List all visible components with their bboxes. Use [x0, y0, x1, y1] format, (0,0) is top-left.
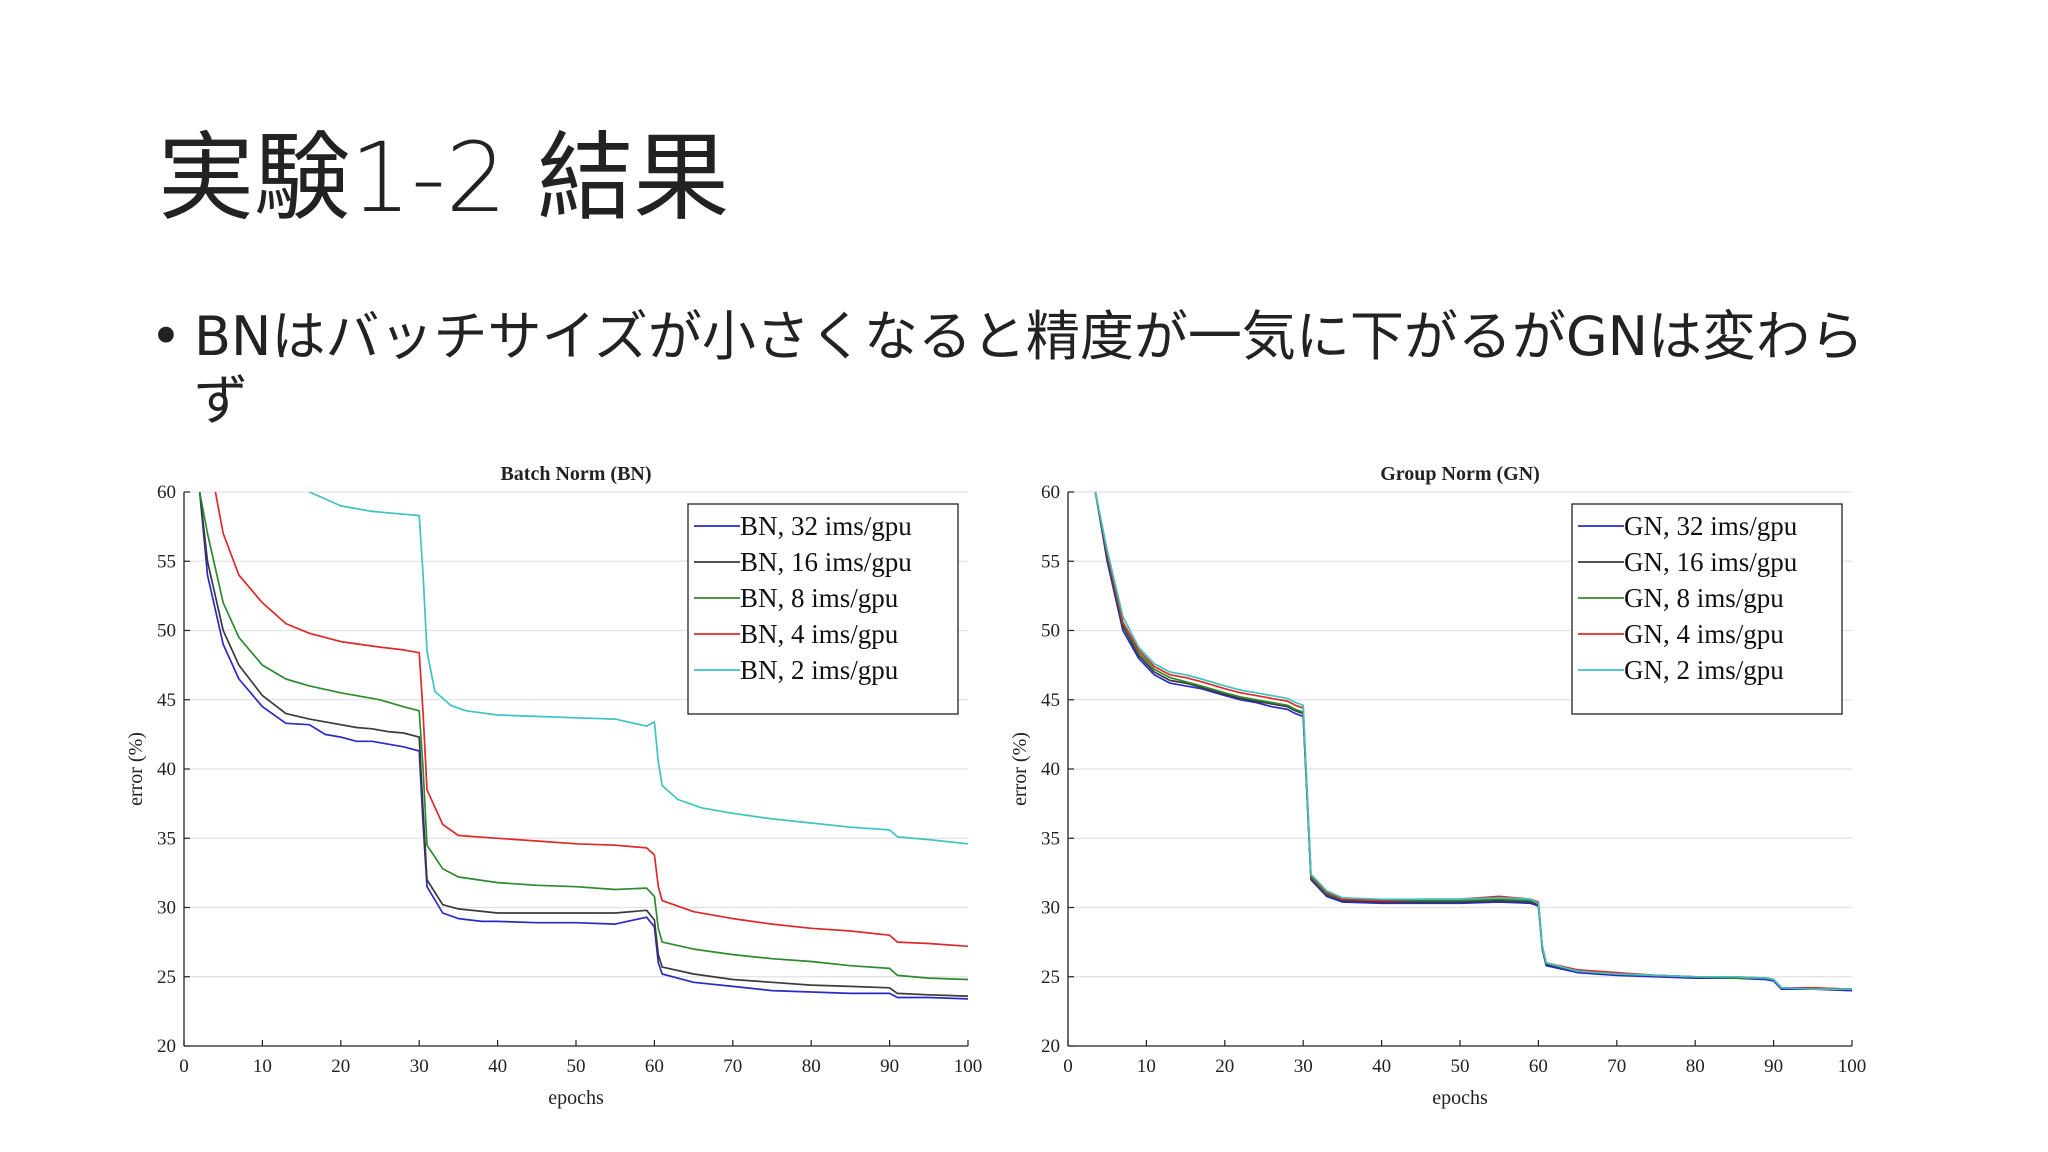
bn-ytick-label-45: 45: [157, 690, 176, 711]
gn-ytick-label-40: 40: [1041, 759, 1060, 780]
gn-series-gn-32-ims-gpu: [1094, 492, 1852, 992]
bn-series-bn-2-ims-gpu: [309, 492, 968, 845]
bn-legend-label-bn-16-ims-gpu: BN, 16 ims/gpu: [740, 547, 912, 577]
bn-legend-label-bn-8-ims-gpu: BN, 8 ims/gpu: [740, 583, 899, 613]
gn-y-axis-label: error (%): [1009, 732, 1031, 806]
gn-legend-label-gn-16-ims-gpu: GN, 16 ims/gpu: [1624, 547, 1798, 577]
gn-legend-box: [1571, 503, 1843, 715]
bn-ytick-label-55: 55: [157, 551, 176, 572]
gn-xtick-label-90: 90: [1764, 1056, 1783, 1077]
bn-legend: BN, 32 ims/gpu BN, 16 ims/gpu BN, 8 ims/gp…: [687, 503, 959, 715]
bn-chart-title: Batch Norm (BN): [500, 463, 651, 485]
bn-xtick-label-50: 50: [567, 1056, 586, 1077]
bn-xtick-label-10: 10: [253, 1056, 272, 1077]
gn-legend-label-gn-32-ims-gpu: GN, 32 ims/gpu: [1624, 511, 1798, 541]
bn-xtick-label-30: 30: [410, 1056, 429, 1077]
bn-legend-label-bn-4-ims-gpu: BN, 4 ims/gpu: [740, 619, 899, 649]
gn-xtick-label-100: 100: [1838, 1056, 1867, 1077]
bn-xtick-label-90: 90: [880, 1056, 899, 1077]
batch-norm-chart: Batch Norm (BN) 20 25 30 35 40 45 50 55 60 0 10 20 30…: [125, 463, 983, 1109]
group-norm-chart: Group Norm (GN) 20 25 30 35 40 45 50 55 60 0 10 20 30…: [1009, 463, 1867, 1109]
gn-ytick-label-45: 45: [1041, 690, 1060, 711]
gn-legend-label-gn-8-ims-gpu: GN, 8 ims/gpu: [1624, 583, 1784, 613]
bn-xtick-label-80: 80: [802, 1056, 821, 1077]
gn-ytick-label-60: 60: [1041, 482, 1060, 503]
gn-ytick-label-55: 55: [1041, 551, 1060, 572]
gn-legend-label-gn-4-ims-gpu: GN, 4 ims/gpu: [1624, 619, 1784, 649]
bn-y-axis-label: error (%): [125, 732, 147, 806]
gn-ytick-label-50: 50: [1041, 621, 1060, 642]
bn-ytick-label-40: 40: [157, 759, 176, 780]
bn-ytick-label-20: 20: [157, 1036, 176, 1057]
bn-legend-label-bn-32-ims-gpu: BN, 32 ims/gpu: [740, 511, 912, 541]
bn-x-axis-label: epochs: [548, 1087, 604, 1109]
bn-xtick-label-0: 0: [179, 1056, 189, 1077]
gn-ytick-label-30: 30: [1041, 898, 1060, 919]
gn-xtick-label-70: 70: [1607, 1056, 1626, 1077]
gn-xtick-label-0: 0: [1063, 1056, 1073, 1077]
bn-xtick-label-70: 70: [723, 1056, 742, 1077]
gn-xtick-label-80: 80: [1686, 1056, 1705, 1077]
bn-xtick-label-100: 100: [954, 1056, 983, 1077]
bullet-text: BNはバッチサイズが小さくなると精度が一気に下がるがGNは変わらず: [194, 305, 1865, 432]
bn-xtick-label-60: 60: [645, 1056, 664, 1077]
gn-ytick-label-25: 25: [1041, 967, 1060, 988]
bullet-dot: •: [150, 305, 182, 368]
bn-xtick-label-40: 40: [488, 1056, 507, 1077]
gn-xtick-label-40: 40: [1372, 1056, 1391, 1077]
gn-xtick-label-20: 20: [1215, 1056, 1234, 1077]
gn-ytick-label-20: 20: [1041, 1036, 1060, 1057]
bn-ytick-label-25: 25: [157, 967, 176, 988]
gn-chart-title: Group Norm (GN): [1380, 463, 1540, 485]
bn-legend-label-bn-2-ims-gpu: BN, 2 ims/gpu: [740, 655, 899, 685]
gn-x-axis-label: epochs: [1432, 1087, 1488, 1109]
gn-series-group: [1094, 492, 1852, 992]
bn-series-bn-32-ims-gpu: [198, 492, 968, 1000]
gn-legend: GN, 32 ims/gpu GN, 16 ims/gpu GN, 8 ims/gp…: [1571, 503, 1843, 715]
gn-xtick-label-60: 60: [1529, 1056, 1548, 1077]
slide-title: 実験1-2 結果: [158, 122, 730, 234]
bn-ytick-label-30: 30: [157, 898, 176, 919]
bn-series-bn-16-ims-gpu: [198, 492, 968, 997]
bn-xtick-label-20: 20: [331, 1056, 350, 1077]
bn-ytick-label-35: 35: [157, 828, 176, 849]
bn-ytick-label-50: 50: [157, 621, 176, 642]
bn-series-bn-8-ims-gpu: [198, 492, 968, 981]
gn-xtick-label-10: 10: [1137, 1056, 1156, 1077]
bn-series-group: [198, 492, 968, 1000]
bn-ytick-label-60: 60: [157, 482, 176, 503]
bn-series-bn-4-ims-gpu: [214, 492, 968, 948]
gn-xtick-label-30: 30: [1294, 1056, 1313, 1077]
gn-ytick-label-35: 35: [1041, 828, 1060, 849]
gn-series-gn-2-ims-gpu: [1094, 492, 1852, 991]
bn-legend-box: [687, 503, 959, 715]
gn-xtick-label-50: 50: [1451, 1056, 1470, 1077]
gn-legend-label-gn-2-ims-gpu: GN, 2 ims/gpu: [1624, 655, 1784, 685]
